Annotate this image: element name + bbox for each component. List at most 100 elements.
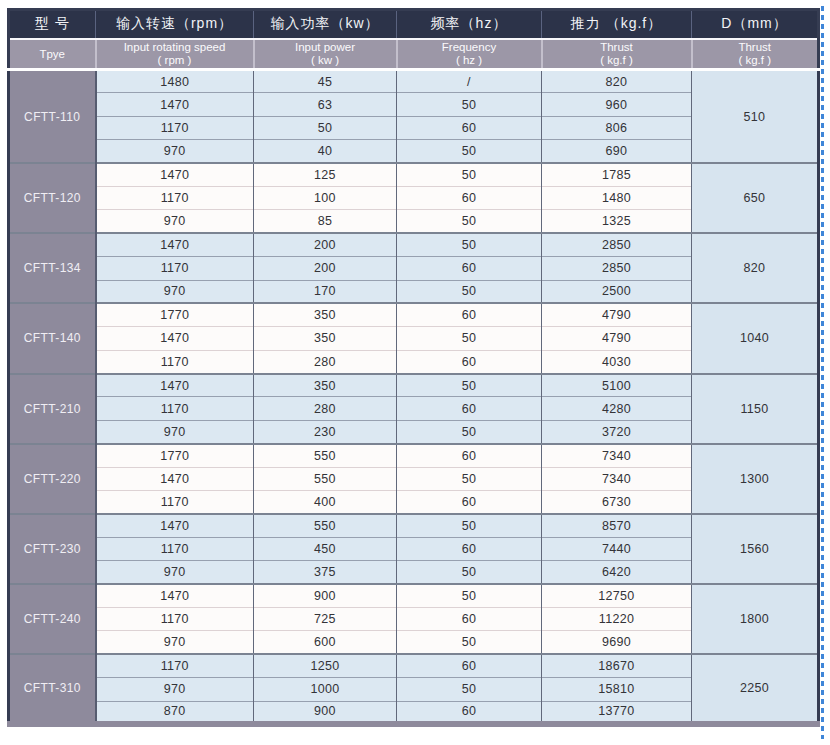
cell-power: 200 [254,257,397,280]
cell-power: 375 [254,561,397,584]
cell-power: 350 [254,374,397,397]
cell-diameter: 2250 [692,654,819,724]
header-cell-frequency-zh: 频率（hz） [397,10,542,39]
header-en-line: ( hz ) [398,54,541,67]
cell-speed: 1770 [96,303,254,326]
cell-speed: 1470 [96,327,254,350]
cell-diameter: 1150 [692,374,819,444]
cell-power: 400 [254,491,397,514]
cell-power: 170 [254,280,397,303]
cell-power: 45 [254,70,397,93]
cell-frequency: 50 [397,561,542,584]
cell-speed: 1170 [96,116,254,139]
table-row: CFTT-22017705506073401300 [9,444,819,467]
cell-power: 350 [254,327,397,350]
cell-speed: 1170 [96,257,254,280]
cell-frequency: 50 [397,514,542,537]
cell-frequency: 60 [397,607,542,630]
cell-thrust: 8570 [542,514,692,537]
header-cell-thrust-en: Thrust( kg.f ) [542,39,692,70]
cell-frequency: 50 [397,93,542,116]
cell-diameter: 1800 [692,584,819,654]
cell-frequency: 50 [397,233,542,256]
cell-power: 40 [254,140,397,163]
cell-power: 280 [254,350,397,373]
cell-frequency: 60 [397,350,542,373]
cell-power: 550 [254,444,397,467]
cell-thrust: 1480 [542,186,692,209]
spec-table-sheet: 型 号输入转速（rpm）输入功率（kw）频率（hz）推力 （kg.f）D（mm）… [7,8,817,727]
header-en-line: Input power [255,41,396,54]
cell-power: 900 [254,701,397,724]
table-row: CFTT-1341470200502850820 [9,233,819,256]
header-en-line: Input rotating speed [97,41,253,54]
cell-thrust: 15810 [542,678,692,701]
table-row: CFTT-240147090050127501800 [9,584,819,607]
cell-diameter: 1560 [692,514,819,584]
header-en-line: Thrust [543,41,691,54]
cell-power: 900 [254,584,397,607]
cell-frequency: 60 [397,186,542,209]
cell-frequency: 60 [397,257,542,280]
header-cell-power-zh: 输入功率（kw） [254,10,397,39]
cell-thrust: 806 [542,116,692,139]
cell-frequency: 50 [397,327,542,350]
cell-frequency: 50 [397,678,542,701]
cell-thrust: 7440 [542,537,692,560]
header-en-line: ( kg.f ) [543,54,691,67]
cell-frequency: 60 [397,654,542,677]
cell-power: 725 [254,607,397,630]
cell-thrust: 6730 [542,491,692,514]
header-en-line: ( rpm ) [97,54,253,67]
cell-frequency: 50 [397,420,542,443]
cftt-spec-table: 型 号输入转速（rpm）输入功率（kw）频率（hz）推力 （kg.f）D（mm）… [7,8,820,727]
model-cell: CFTT-110 [9,70,96,164]
cell-frequency: 50 [397,584,542,607]
cell-power: 1000 [254,678,397,701]
cell-thrust: 7340 [542,444,692,467]
cell-speed: 1470 [96,233,254,256]
cell-frequency: 50 [397,631,542,654]
cell-diameter: 650 [692,163,819,233]
cell-speed: 970 [96,280,254,303]
cell-frequency: 60 [397,537,542,560]
cell-power: 200 [254,233,397,256]
cell-diameter: 510 [692,70,819,164]
cell-frequency: 60 [397,303,542,326]
cell-frequency: 50 [397,467,542,490]
header-en-line: ( kw ) [255,54,396,67]
cell-thrust: 2500 [542,280,692,303]
header-en-line: Thrust [693,41,818,54]
header-cell-diameter-en: Thrust( kg.f ) [692,39,819,70]
cell-speed: 1170 [96,397,254,420]
cell-power: 550 [254,467,397,490]
cell-power: 600 [254,631,397,654]
cell-speed: 1470 [96,467,254,490]
cell-thrust: 12750 [542,584,692,607]
header-cell-model-zh: 型 号 [9,10,96,39]
header-cell-power-en: Input power( kw ) [254,39,397,70]
cell-power: 280 [254,397,397,420]
cell-speed: 970 [96,210,254,233]
table-row: CFTT-23014705505085701560 [9,514,819,537]
cell-frequency: 60 [397,444,542,467]
model-cell: CFTT-140 [9,303,96,373]
cell-speed: 1470 [96,374,254,397]
cell-thrust: 4280 [542,397,692,420]
cell-power: 450 [254,537,397,560]
cell-speed: 970 [96,561,254,584]
cell-frequency: / [397,70,542,93]
cell-frequency: 60 [397,397,542,420]
cell-speed: 1470 [96,584,254,607]
cell-thrust: 7340 [542,467,692,490]
model-cell: CFTT-120 [9,163,96,233]
cell-speed: 870 [96,701,254,724]
cell-speed: 1770 [96,444,254,467]
cell-power: 63 [254,93,397,116]
cell-speed: 970 [96,140,254,163]
cell-thrust: 1325 [542,210,692,233]
cell-thrust: 2850 [542,233,692,256]
table-body: CFTT-110148045/8205101470635096011705060… [9,70,819,725]
cell-frequency: 50 [397,374,542,397]
cell-thrust: 18670 [542,654,692,677]
